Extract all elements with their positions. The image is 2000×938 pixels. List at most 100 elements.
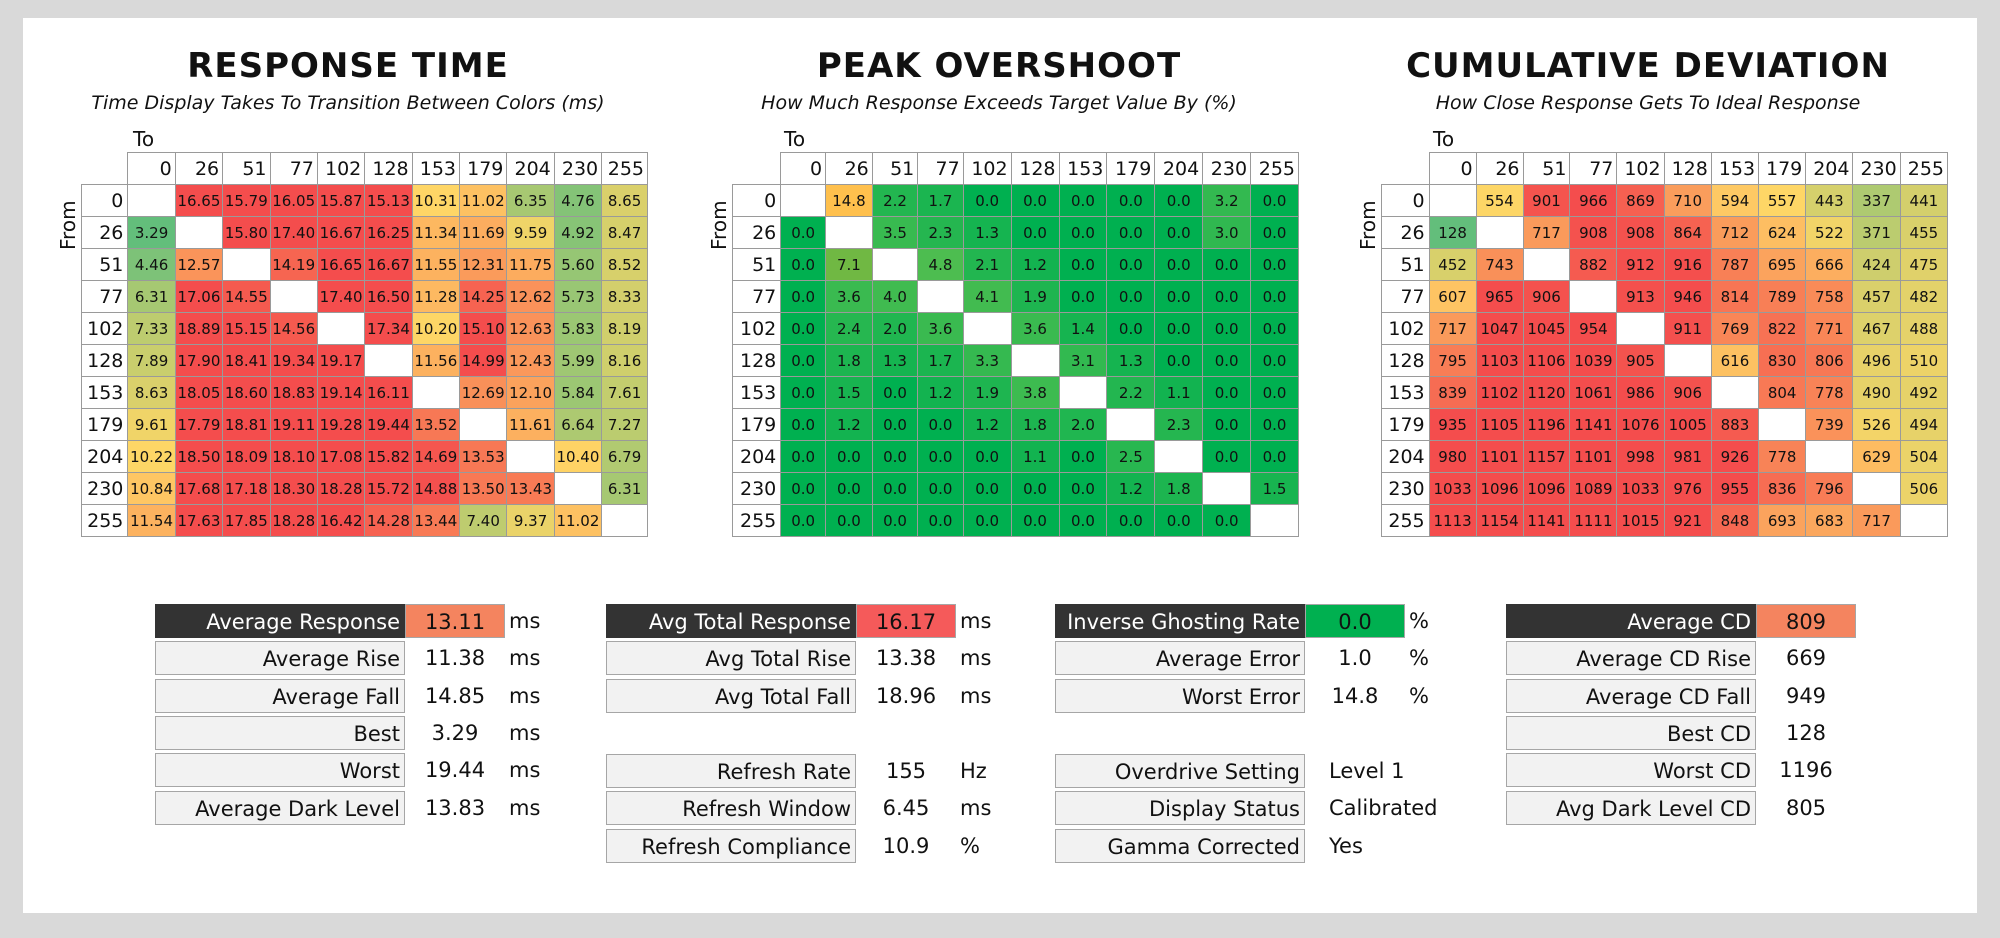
heatmap-cell: 0.0 (1250, 376, 1299, 409)
heatmap-empty-cell (127, 184, 176, 217)
heatmap-cell: 5.60 (553, 248, 603, 281)
heatmap-cell: 1045 (1522, 312, 1571, 345)
heatmap-cell: 1.3 (1106, 344, 1156, 377)
column-tick-label: 102 (1616, 152, 1665, 185)
stat-value: Yes (1329, 833, 1363, 858)
stat-value: 18.96 (875, 683, 937, 708)
heatmap-cell: 789 (1758, 280, 1807, 313)
heatmap-cell: 11.75 (506, 248, 555, 281)
heatmap-cell: 0.0 (1106, 504, 1156, 537)
heatmap-cell: 441 (1899, 184, 1949, 217)
stat-value: 13.83 (424, 795, 486, 820)
heatmap-cell: 5.73 (553, 280, 603, 313)
column-tick-label: 77 (917, 152, 964, 185)
stat-label: Average Fall (155, 678, 405, 713)
heatmap-cell: 3.5 (871, 216, 919, 249)
column-tick-label: 153 (1710, 152, 1760, 185)
heatmap-cell: 0.0 (871, 472, 919, 505)
heatmap-cell: 795 (1428, 344, 1477, 377)
heatmap-cell: 0.0 (1202, 376, 1252, 409)
heatmap-cell: 14.25 (458, 280, 508, 313)
heatmap-empty-cell (962, 312, 1012, 345)
heatmap-cell: 496 (1852, 344, 1901, 377)
row-tick-label: 26 (731, 216, 782, 249)
heatmap-cell: 693 (1758, 504, 1807, 537)
heatmap-cell: 17.68 (174, 472, 224, 505)
row-tick-label: 179 (80, 408, 129, 441)
heatmap-cell: 16.65 (316, 248, 366, 281)
heatmap-cell: 11.61 (506, 408, 555, 441)
heatmap-cell: 787 (1710, 248, 1760, 281)
row-tick-label: 102 (1381, 312, 1430, 345)
row-tick-label: 51 (80, 248, 129, 281)
heatmap-cell: 8.52 (601, 248, 648, 281)
heatmap-cell: 14.28 (364, 504, 413, 537)
heatmap-cell: 955 (1710, 472, 1760, 505)
heatmap-cell: 0.0 (917, 472, 964, 505)
heatmap-cell: 1.7 (917, 344, 964, 377)
heatmap-cell: 14.88 (411, 472, 461, 505)
heatmap-cell: 1.8 (825, 344, 873, 377)
stat-label: Average Error (1055, 641, 1305, 676)
heatmap-cell: 14.99 (458, 344, 508, 377)
heatmap-cell: 2.2 (1106, 376, 1156, 409)
heatmap-cell: 616 (1710, 344, 1760, 377)
heatmap-cell: 19.28 (316, 408, 366, 441)
heatmap-cell: 796 (1805, 472, 1854, 505)
heatmap-cell: 905 (1616, 344, 1665, 377)
heatmap-empty-cell (1250, 504, 1299, 537)
heatmap-cell: 980 (1428, 440, 1477, 473)
heatmap-cell: 1.4 (1058, 312, 1108, 345)
column-tick-label: 0 (1428, 152, 1477, 185)
heatmap-cell: 739 (1805, 408, 1854, 441)
heatmap-cell: 683 (1805, 504, 1854, 537)
heatmap-cell: 16.11 (364, 376, 413, 409)
heatmap-cell: 424 (1852, 248, 1901, 281)
stat-unit: % (1409, 609, 1429, 633)
stat-row: Best 3.29 ms (155, 715, 559, 751)
row-tick-label: 128 (1381, 344, 1430, 377)
heatmap-cell: 4.0 (871, 280, 919, 313)
heatmap-cell: 12.10 (506, 376, 555, 409)
stat-label: Overdrive Setting (1055, 754, 1305, 788)
heatmap-empty-cell (1522, 248, 1571, 281)
heatmap-cell: 7.27 (601, 408, 648, 441)
heatmap-cell: 0.0 (1250, 408, 1299, 441)
heatmap-cell: 14.56 (269, 312, 318, 345)
stat-unit: ms (509, 758, 541, 783)
heatmap-cell: 4.92 (553, 216, 603, 249)
stat-label: Gamma Corrected (1055, 828, 1305, 863)
heatmap-cell: 864 (1663, 216, 1712, 249)
heatmap-cell: 769 (1710, 312, 1760, 345)
grid-corner (732, 152, 782, 185)
heatmap-cell: 1141 (1569, 408, 1618, 441)
heatmap-cell: 18.10 (269, 440, 318, 473)
heatmap-cell: 1154 (1475, 504, 1524, 537)
y-axis-label: From (707, 200, 731, 250)
column-tick-label: 153 (1058, 152, 1108, 185)
heatmap-cell: 6.64 (553, 408, 603, 441)
heatmap-cell: 9.61 (127, 408, 176, 441)
stat-row: Worst CD 1196 (1506, 752, 1856, 788)
stat-label: Average CD Rise (1506, 641, 1756, 676)
heatmap-cell: 455 (1899, 216, 1949, 249)
heatmap-cell: 1089 (1569, 472, 1618, 505)
heatmap-cell: 494 (1899, 408, 1949, 441)
heatmap-cell: 0.0 (1250, 248, 1299, 281)
heatmap-cell: 10.31 (411, 184, 461, 217)
heatmap-empty-cell (1058, 376, 1108, 409)
stat-unit: ms (960, 683, 992, 708)
column-tick-label: 26 (825, 152, 873, 185)
heatmap-empty-cell (222, 248, 271, 281)
heatmap-cell: 916 (1663, 248, 1712, 281)
stat-label: Refresh Compliance (606, 828, 856, 863)
row-tick-label: 153 (1381, 376, 1430, 409)
heatmap-cell: 0.0 (825, 440, 873, 473)
heatmap-cell: 2.1 (962, 248, 1012, 281)
heatmap-empty-cell (411, 376, 461, 409)
heatmap-cell: 1.3 (871, 344, 919, 377)
heatmap-cell: 8.47 (601, 216, 648, 249)
heatmap-cell: 0.0 (1010, 184, 1060, 217)
heatmap-cell: 5.99 (553, 344, 603, 377)
heatmap-subtitle: How Close Response Gets To Ideal Respons… (1435, 92, 1861, 114)
